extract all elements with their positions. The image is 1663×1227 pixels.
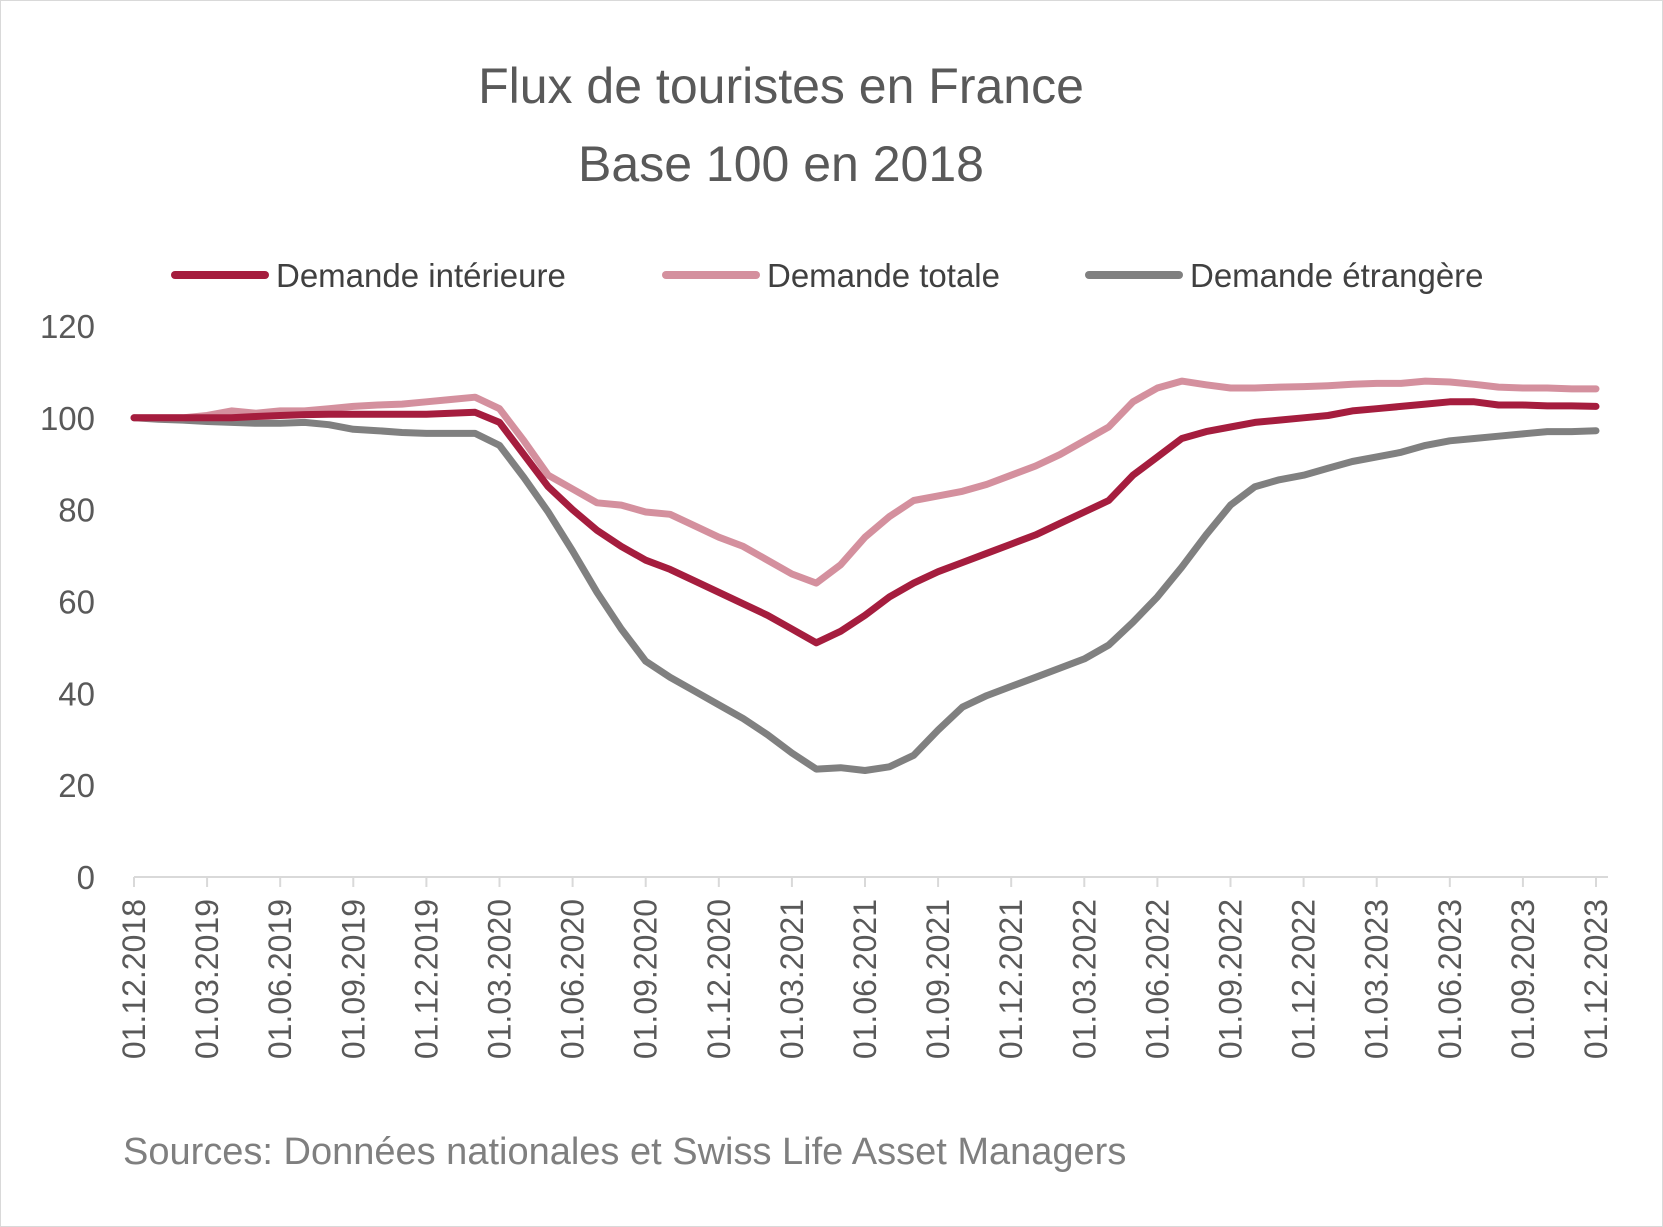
chart-title-line-1: Flux de touristes en France (478, 58, 1084, 114)
x-tick-label: 01.12.2018 (116, 899, 152, 1059)
x-tick-label: 01.03.2020 (482, 899, 518, 1059)
x-tick-label: 01.12.2023 (1578, 899, 1614, 1059)
x-tick-label: 01.03.2021 (774, 899, 810, 1059)
y-axis: 0 20 40 60 80 100 120 (40, 308, 95, 896)
x-tick-label: 01.03.2023 (1359, 899, 1395, 1059)
legend-label-0: Demande intérieure (276, 257, 566, 294)
plot-area (130, 377, 1600, 774)
x-tick-label: 01.06.2019 (262, 899, 298, 1059)
series-line-1 (130, 377, 1600, 587)
x-tick-label: 01.03.2019 (189, 899, 225, 1059)
y-tick-label: 60 (58, 584, 95, 621)
x-tick-label: 01.12.2022 (1286, 899, 1322, 1059)
y-tick-label: 120 (40, 308, 95, 345)
x-tick-label: 01.09.2021 (920, 899, 956, 1059)
x-tick-label: 01.12.2020 (701, 899, 737, 1059)
x-tick-label: 01.03.2022 (1066, 899, 1102, 1059)
x-tick-label: 01.06.2020 (555, 899, 591, 1059)
source-note: Sources: Données nationales et Swiss Lif… (123, 1131, 1126, 1173)
series-line-0 (130, 398, 1600, 647)
x-tick-label: 01.06.2022 (1139, 899, 1175, 1059)
x-tick-label: 01.09.2022 (1213, 899, 1249, 1059)
y-tick-label: 40 (58, 675, 95, 712)
y-tick-label: 80 (58, 492, 95, 529)
x-tick-label: 01.09.2023 (1505, 899, 1541, 1059)
legend-label-2: Demande étrangère (1190, 257, 1484, 294)
chart-legend: Demande intérieure Demande totale Demande … (171, 257, 1484, 294)
x-tick-label: 01.09.2019 (335, 899, 371, 1059)
series-line-2 (130, 414, 1600, 774)
x-tick-label: 01.12.2021 (993, 899, 1029, 1059)
x-axis: 01.12.2018 01.03.2019 01.06.2019 01.09.2019… (116, 876, 1614, 1059)
x-tick-label: 01.06.2021 (847, 899, 883, 1059)
x-tick-label: 01.06.2023 (1432, 899, 1468, 1059)
y-tick-label: 100 (40, 400, 95, 437)
x-tick-label: 01.12.2019 (408, 899, 444, 1059)
y-tick-label: 20 (58, 767, 95, 804)
x-tick-label: 01.09.2020 (628, 899, 664, 1059)
chart-title-line-2: Base 100 en 2018 (578, 136, 984, 192)
y-tick-label: 0 (77, 859, 95, 896)
legend-label-1: Demande totale (767, 257, 1000, 294)
